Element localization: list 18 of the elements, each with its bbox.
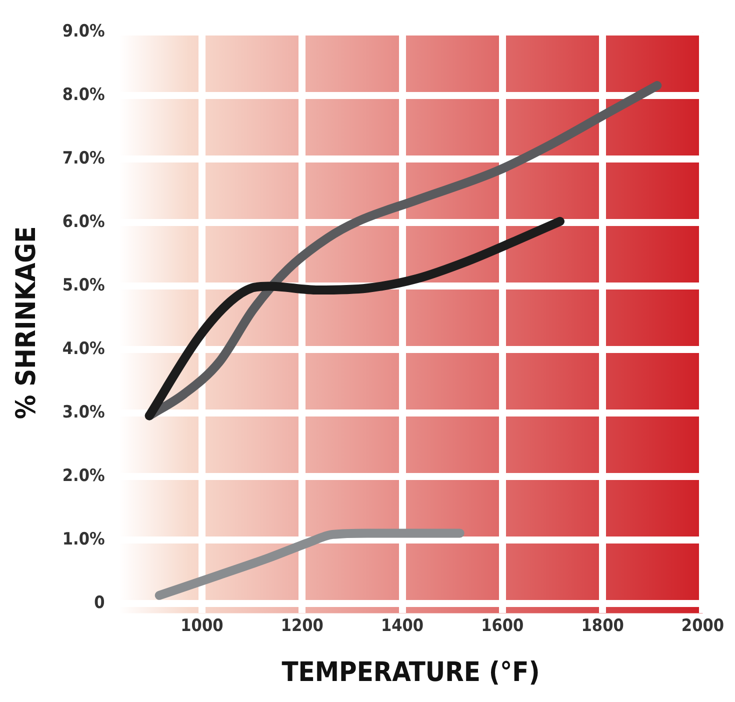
- y-tick-label: 9.0%: [62, 22, 105, 42]
- x-tick-label: 1000: [180, 616, 224, 636]
- x-tick-label: 1800: [581, 616, 624, 636]
- y-tick-label: 3.0%: [62, 402, 105, 423]
- x-tick-label: 1200: [280, 616, 324, 636]
- x-tick-label: 2000: [681, 616, 724, 636]
- y-tick-label: 5.0%: [62, 276, 105, 296]
- y-tick-label: 6.0%: [62, 212, 105, 232]
- x-tick-label: 1400: [380, 616, 424, 636]
- y-tick-label: 4.0%: [62, 339, 105, 360]
- y-tick-label: 0: [94, 593, 105, 614]
- y-tick-label: 7.0%: [62, 148, 105, 169]
- y-tick-label: 1.0%: [62, 530, 105, 550]
- y-axis-title: % SHRINKAGE: [11, 226, 42, 420]
- x-axis-title: TEMPERATURE (°F): [282, 656, 540, 688]
- x-tick-label: 1600: [481, 616, 524, 636]
- y-tick-label: 8.0%: [62, 85, 105, 106]
- y-tick-label: 2.0%: [62, 466, 105, 486]
